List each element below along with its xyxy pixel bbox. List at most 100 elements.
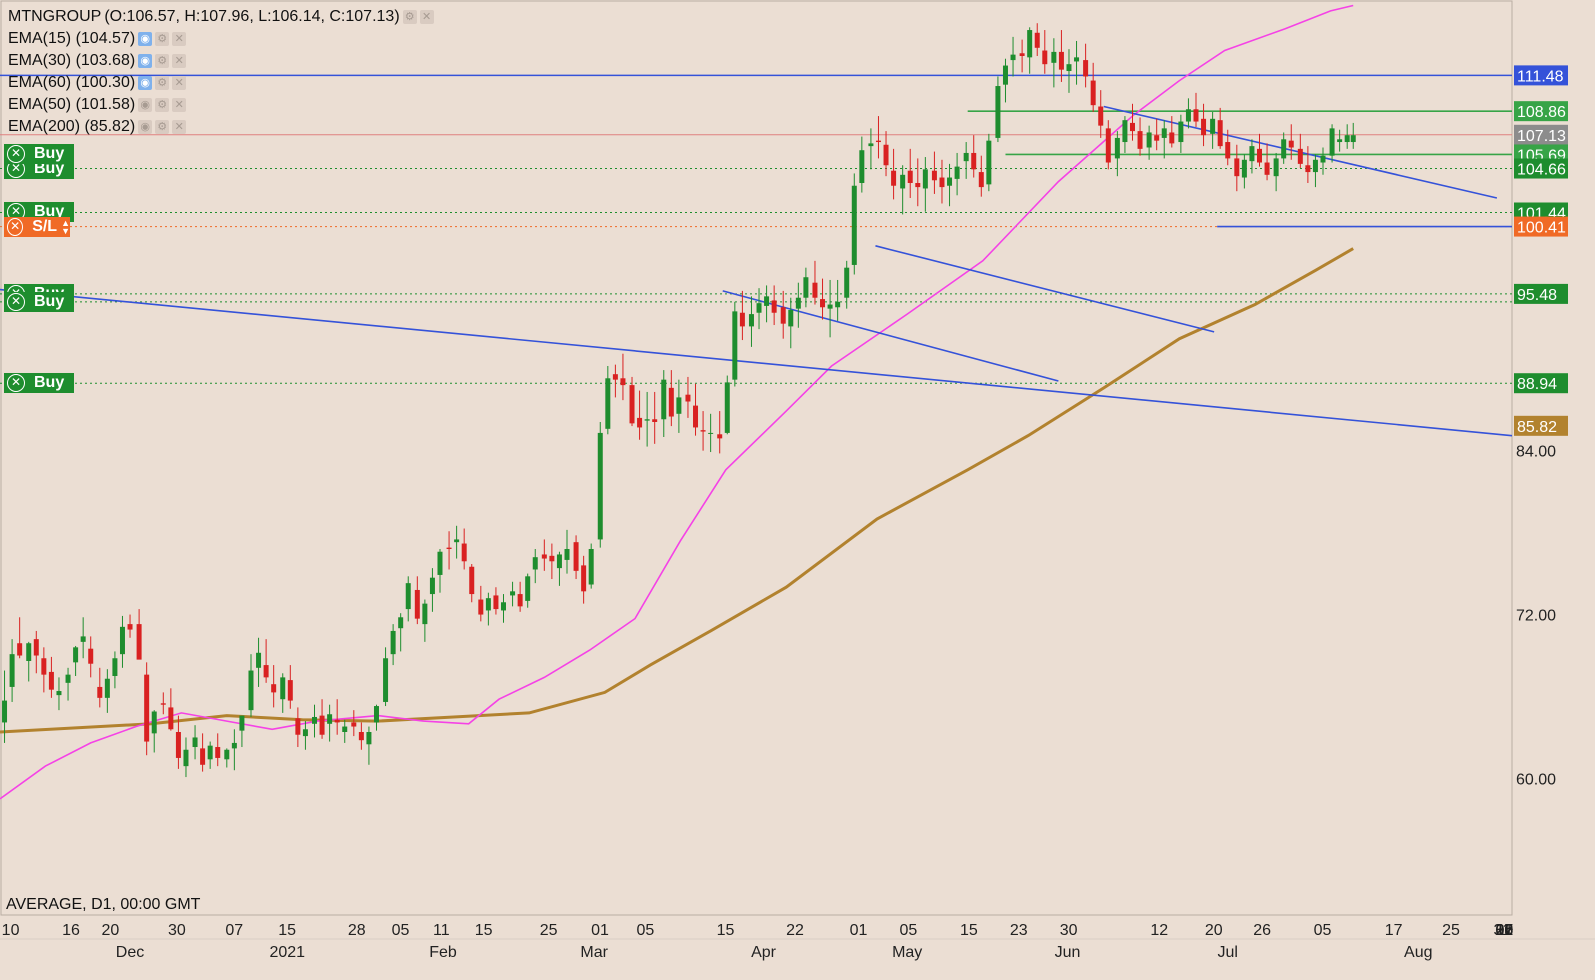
price-tag-label: 85.82 [1517,419,1557,436]
candle [485,592,491,626]
candle [764,285,770,323]
candle [900,165,906,215]
candle [963,142,969,179]
x-tick-label: 05 [900,922,918,939]
candle [383,647,389,707]
candle [26,641,32,682]
candle-body [986,140,992,185]
close-order-icon[interactable]: ✕ [7,292,25,311]
close-icon[interactable]: ✕ [172,54,187,68]
candle [844,260,850,309]
candle-body [231,742,237,749]
candle [405,576,411,622]
x-tick-label: 20 [1205,922,1223,939]
close-order-icon[interactable]: ✕ [7,145,25,164]
settings-icon[interactable]: ⚙ [155,32,170,46]
candle [358,722,364,750]
candle [517,581,523,612]
close-order-icon[interactable]: ✕ [7,217,24,236]
order-type-label: Buy [34,292,65,310]
candle-body [390,630,396,655]
visibility-icon[interactable]: ◉ [138,54,153,68]
order-type-label: Buy [34,145,65,163]
visibility-icon[interactable]: ◉ [138,120,153,134]
candle-body [700,430,706,432]
candle [215,733,221,767]
indicator-row: EMA(200) (85.82) ◉ ⚙ ✕ [8,116,434,138]
candle [549,543,555,580]
settings-icon[interactable]: ⚙ [155,76,170,90]
candle [224,748,230,768]
buy-order-tag[interactable]: ✕ Buy [4,373,74,394]
candle-body [239,715,245,731]
price-tag-label: 111.48 [1517,68,1564,85]
candle [1256,133,1262,167]
candle-body [739,312,745,327]
candle [978,155,984,197]
candle-body [827,304,833,309]
candle-body [1042,50,1048,65]
candle-body [1312,159,1318,173]
x-month-label: Dec [116,944,144,961]
close-icon[interactable]: ✕ [419,10,434,24]
candle [231,729,237,771]
candle-body [835,301,841,308]
settings-icon[interactable]: ⚙ [155,120,170,134]
price-tag-label: 108.86 [1517,104,1566,121]
candle-body [88,648,94,664]
candle [414,576,420,625]
buy-order-tag[interactable]: ✕ Buy [4,291,74,312]
order-type-label: S/L [32,217,58,235]
candle [1146,125,1152,160]
candle [271,665,277,708]
adjust-arrows-icon[interactable]: ▲ ▼ [61,217,70,236]
candle [629,376,635,427]
price-tag-label: 100.41 [1517,220,1566,237]
close-icon[interactable]: ✕ [172,120,187,134]
candle-body [510,591,516,596]
candle-body [1273,158,1279,177]
candle-body [366,732,372,745]
candle [1122,116,1128,153]
visibility-icon[interactable]: ◉ [138,76,153,90]
candle-body [1105,128,1111,163]
candle [1297,133,1303,168]
buy-order-tag[interactable]: ✕ Buy [4,144,74,165]
candle [398,613,404,652]
price-tag-bg [1514,283,1568,304]
stop-loss-order-tag[interactable]: ✕ S/L ▲ ▼ [4,216,70,237]
candle-body [978,172,984,188]
y-tick-label: 72.00 [1516,608,1556,625]
settings-icon[interactable]: ⚙ [155,54,170,68]
candle [525,573,531,608]
close-order-icon[interactable]: ✕ [7,374,25,393]
close-icon[interactable]: ✕ [172,76,187,90]
candle [954,152,960,196]
candle-body [144,674,150,742]
visibility-icon[interactable]: ◉ [138,98,153,112]
candle-body [1146,132,1152,148]
candle [73,645,79,677]
indicator-row: EMA(60) (100.30) ◉ ⚙ ✕ [8,72,434,94]
candle-body [271,684,277,693]
candle-body [1288,140,1294,148]
candle [605,366,611,435]
candle-body [469,566,475,595]
x-month-label: Jun [1055,944,1081,961]
visibility-icon[interactable]: ◉ [138,32,153,46]
candle [1281,132,1287,164]
candle [868,128,874,170]
x-tick-label: 05 [637,922,655,939]
settings-icon[interactable]: ⚙ [155,98,170,112]
settings-icon[interactable]: ⚙ [402,10,417,24]
candle-body [478,599,484,615]
x-tick-label: 30 [1496,922,1514,939]
candle-body [192,737,198,748]
close-icon[interactable]: ✕ [172,32,187,46]
candle [200,733,206,772]
candle [263,639,269,683]
candle [739,290,745,341]
candle [1105,120,1111,170]
close-icon[interactable]: ✕ [172,98,187,112]
